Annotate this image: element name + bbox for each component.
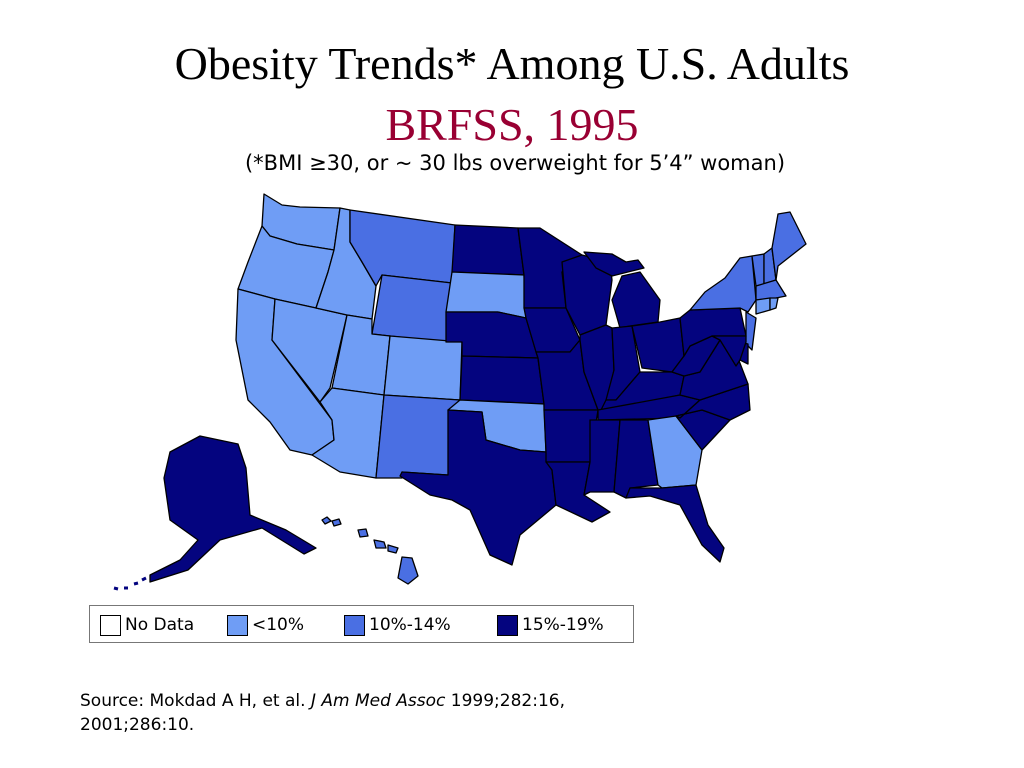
state-HI-1 [321,516,332,525]
state-OH [631,317,685,373]
state-NY [689,255,757,313]
state-AK [149,435,317,583]
alaska-aleutian-islands [113,576,147,591]
state-HI-3 [357,528,369,538]
state-FL [625,484,725,563]
source-suffix: 1999;282:16, [445,691,565,711]
legend-item-15-19: 15%-19% [497,613,604,637]
legend-label-lt10: <10% [252,615,305,635]
state-MI-up [583,251,645,277]
state-MA [755,279,787,301]
bmi-footnote: (*BMI ≥30, or ~ 30 lbs overweight for 5’… [244,151,786,175]
source-citation: Source: Mokdad A H, et al. J Am Med Asso… [80,689,730,737]
source-line2: 2001;286:10. [80,715,195,735]
state-CT [755,297,771,315]
legend-label-no-data: No Data [125,615,195,635]
legend-label-15-19: 15%-19% [522,615,604,635]
state-RI [769,297,779,311]
state-SD [445,271,527,319]
slide-subtitle: BRFSS, 1995 [385,99,639,150]
state-HI-4 [373,539,387,549]
state-MI [611,271,661,329]
source-prefix: Source: Mokdad A H, et al. [80,691,311,711]
state-MD [711,335,747,367]
slide-title: Obesity Trends* Among U.S. Adults [174,38,850,89]
legend-item-no-data: No Data [100,613,194,637]
state-HI-2 [331,518,342,527]
legend-swatch-10-14 [344,614,365,636]
legend-item-10-14: 10%-14% [344,613,451,637]
legend-swatch-no-data [100,614,121,636]
state-HI-5 [387,544,399,554]
map-legend: No Data <10% 10%-14% 15%-19% [89,605,634,643]
state-HI-6 [397,556,419,585]
legend-item-lt10: <10% [227,613,304,637]
state-ND [451,224,525,276]
state-ME [771,211,807,281]
legend-label-10-14: 10%-14% [369,615,451,635]
state-CO [383,335,463,401]
state-KS [459,355,545,405]
source-journal: J Am Med Assoc [310,691,446,711]
legend-swatch-15-19 [497,614,518,636]
state-TX [399,409,557,566]
state-WY [371,274,453,343]
legend-swatch-lt10 [227,614,248,636]
